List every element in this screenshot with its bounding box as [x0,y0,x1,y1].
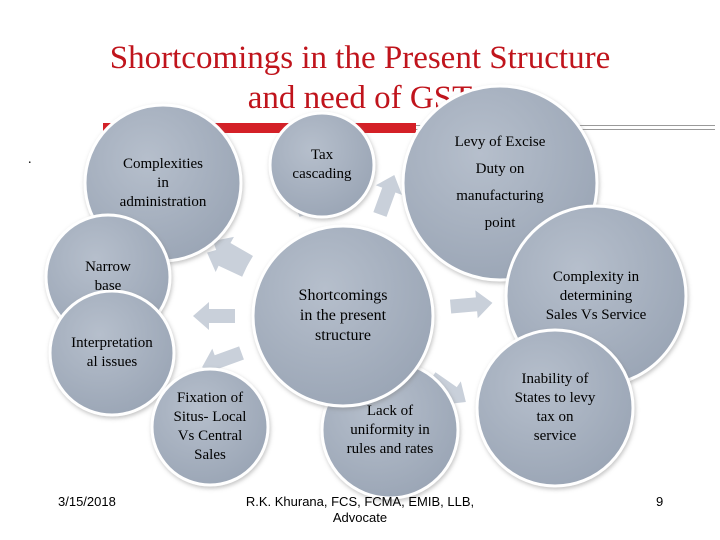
arrow-4 [449,290,493,319]
node-7-circle [475,328,635,488]
arrow-8 [207,246,249,277]
circle-group [44,84,688,500]
footer-date: 3/15/2018 [58,494,116,509]
slide-title: Shortcomings in the Present Structure an… [60,38,660,118]
arrow-7 [193,302,235,330]
arrow-1 [213,236,253,269]
title-underline-red [103,123,416,133]
node-2-circle [268,111,376,219]
footer-author-line-1: R.K. Khurana, FCS, FCMA, EMIB, LLB, [245,494,475,509]
bullet-mark: . [28,152,32,167]
footer-author-line-2: Advocate [332,510,388,525]
arrow-3 [373,175,402,217]
node-8-circle [150,367,270,487]
footer-page-number: 9 [656,494,664,509]
title-line-1: Shortcomings in the Present Structure [109,40,611,76]
node-6-circle [48,289,176,417]
footer-author: R.K. Khurana, FCS, FCMA, EMIB, LLB, Advo… [215,494,505,526]
center-node-circle [251,224,435,408]
